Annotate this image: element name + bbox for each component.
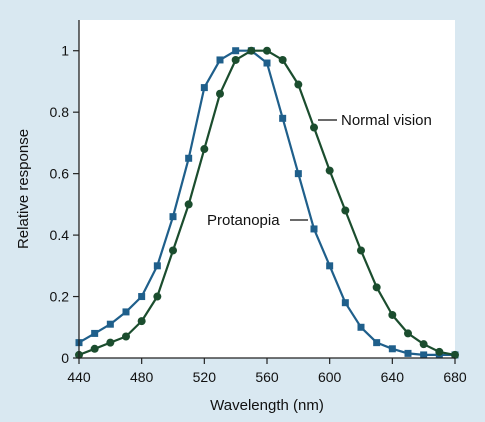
y-tick-label-0: 0 [61,350,69,366]
point-protanopia-650 [404,349,412,357]
point-normal-vision-610 [341,206,350,215]
point-protanopia-480 [138,293,146,301]
point-normal-vision-530 [216,89,224,98]
x-tick-label-640: 640 [381,369,405,385]
series-layer [75,46,459,359]
point-normal-vision-580 [294,80,303,89]
point-protanopia-520 [200,84,208,92]
point-normal-vision-600 [325,166,334,175]
annotation-layer: Normal vision Protanopia [207,112,432,229]
point-normal-vision-490 [153,292,162,301]
point-normal-vision-670 [435,347,444,356]
point-normal-vision-640 [388,310,397,319]
point-normal-vision-450 [90,344,99,353]
point-protanopia-590 [310,225,318,233]
x-tick-label-520: 520 [193,369,217,385]
x-tick-label-440: 440 [67,369,91,385]
point-protanopia-530 [216,56,224,64]
point-protanopia-640 [388,345,396,353]
point-protanopia-610 [341,299,349,307]
y-tick-label-1: 0.2 [50,289,70,305]
x-axis-title: Wavelength (nm) [210,397,324,414]
point-protanopia-570 [279,114,287,122]
point-normal-vision-560 [263,46,271,55]
point-protanopia-510 [185,154,193,162]
point-normal-vision-500 [169,246,177,255]
point-normal-vision-520 [200,145,209,154]
point-protanopia-600 [326,262,334,270]
plot-area [79,20,455,358]
point-normal-vision-650 [404,329,412,338]
point-normal-vision-680 [451,350,459,359]
point-normal-vision-460 [106,338,115,347]
point-normal-vision-540 [231,55,240,64]
point-protanopia-470 [122,308,130,316]
y-tick-label-3: 0.6 [50,166,70,182]
point-normal-vision-590 [310,123,318,132]
point-normal-vision-550 [247,46,256,55]
y-tick-label-5: 1 [61,43,69,59]
point-protanopia-620 [357,323,365,331]
x-tick-label-680: 680 [443,369,467,385]
point-protanopia-660 [420,351,428,359]
annotation-protanopia: Protanopia [207,212,280,229]
point-normal-vision-480 [137,317,146,326]
point-protanopia-580 [294,170,302,178]
point-normal-vision-570 [278,55,287,64]
y-axis-title: Relative response [15,129,32,249]
y-tick-label-4: 0.8 [50,104,70,120]
point-protanopia-560 [263,59,271,67]
point-normal-vision-620 [357,246,365,255]
point-protanopia-630 [373,339,381,347]
point-normal-vision-470 [122,332,130,341]
ticks-layer: 440 480 520 560 600 640 680 0 0.2 0.4 0.6 0.8 1 [50,43,467,385]
x-tick-label-600: 600 [318,369,342,385]
point-normal-vision-510 [184,200,193,209]
y-tick-label-2: 0.4 [50,227,70,243]
point-protanopia-460 [106,320,114,328]
x-tick-label-560: 560 [255,369,279,385]
point-normal-vision-630 [372,283,381,292]
point-normal-vision-660 [419,340,428,349]
point-protanopia-490 [153,262,161,270]
x-tick-label-480: 480 [130,369,154,385]
annotation-normal-vision: Normal vision [341,112,432,129]
point-protanopia-540 [232,47,240,55]
point-protanopia-450 [91,329,99,337]
point-protanopia-500 [169,213,177,221]
